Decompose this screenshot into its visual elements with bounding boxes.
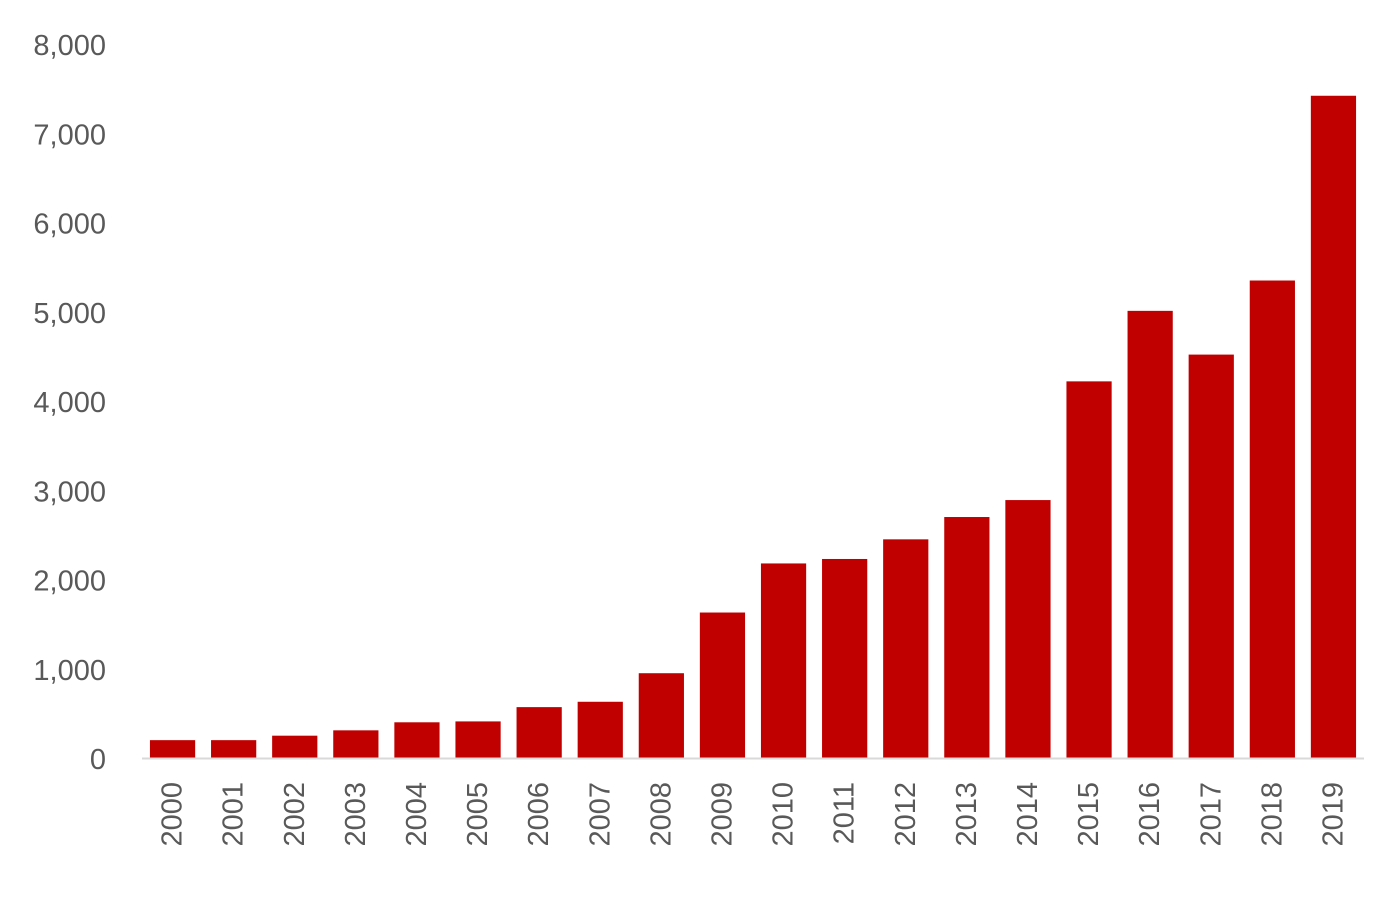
bar-2019 <box>1310 95 1357 758</box>
bar-2010 <box>760 563 807 758</box>
bar-2011 <box>822 558 868 758</box>
x-tick-label: 2012 <box>890 782 922 847</box>
y-tick-label: 5,000 <box>33 298 106 330</box>
x-axis-ticks: 2000 2001 2002 2003 2004 2005 2006 2007 2008 2009… <box>157 782 1350 847</box>
y-tick-label: 3,000 <box>33 476 106 508</box>
bar-2008 <box>638 673 684 758</box>
bar-2000 <box>149 740 196 758</box>
bar-2002 <box>272 735 318 758</box>
x-tick-label: 2019 <box>1317 782 1349 847</box>
x-tick-label: 2005 <box>462 782 494 847</box>
bars-group <box>149 95 1357 758</box>
bar-2013 <box>944 517 990 758</box>
x-tick-label: 2008 <box>645 782 677 847</box>
y-tick-label: 6,000 <box>33 209 106 241</box>
y-axis-ticks: 0 1,000 2,000 3,000 4,000 5,000 6,000 7,000 8,00… <box>33 30 106 776</box>
bar-2004 <box>394 722 440 758</box>
bar-2018 <box>1249 280 1295 758</box>
bar-2015 <box>1066 381 1112 758</box>
x-tick-label: 2004 <box>401 782 433 847</box>
y-tick-label: 0 <box>90 744 106 776</box>
bar-2009 <box>699 612 746 758</box>
x-tick-label: 2006 <box>523 782 555 847</box>
x-tick-label: 2002 <box>279 782 311 847</box>
y-tick-label: 4,000 <box>33 387 106 419</box>
y-tick-label: 7,000 <box>33 119 106 151</box>
x-tick-label: 2007 <box>584 782 616 847</box>
bar-2003 <box>333 730 379 758</box>
bar-2012 <box>883 539 929 758</box>
bar-2016 <box>1127 310 1173 758</box>
x-tick-label: 2018 <box>1256 782 1288 847</box>
x-tick-label: 2011 <box>829 782 861 844</box>
y-tick-label: 1,000 <box>33 655 106 687</box>
bar-2014 <box>1005 500 1051 758</box>
bar-2006 <box>516 707 562 758</box>
bar-2007 <box>577 701 623 758</box>
y-tick-label: 8,000 <box>33 30 106 62</box>
bar-2005 <box>455 721 501 758</box>
x-tick-label: 2016 <box>1134 782 1166 847</box>
x-tick-label: 2015 <box>1073 782 1105 847</box>
x-tick-label: 2014 <box>1012 782 1044 847</box>
x-tick-label: 2010 <box>768 782 800 847</box>
bar-2001 <box>211 740 257 758</box>
x-tick-label: 2013 <box>951 782 983 847</box>
x-tick-label: 2003 <box>340 782 372 847</box>
x-tick-label: 2009 <box>706 782 738 847</box>
y-tick-label: 2,000 <box>33 566 106 598</box>
x-tick-label: 2000 <box>157 782 189 847</box>
x-tick-label: 2017 <box>1195 782 1227 847</box>
bar-2017 <box>1188 354 1234 758</box>
x-tick-label: 2001 <box>218 782 250 847</box>
